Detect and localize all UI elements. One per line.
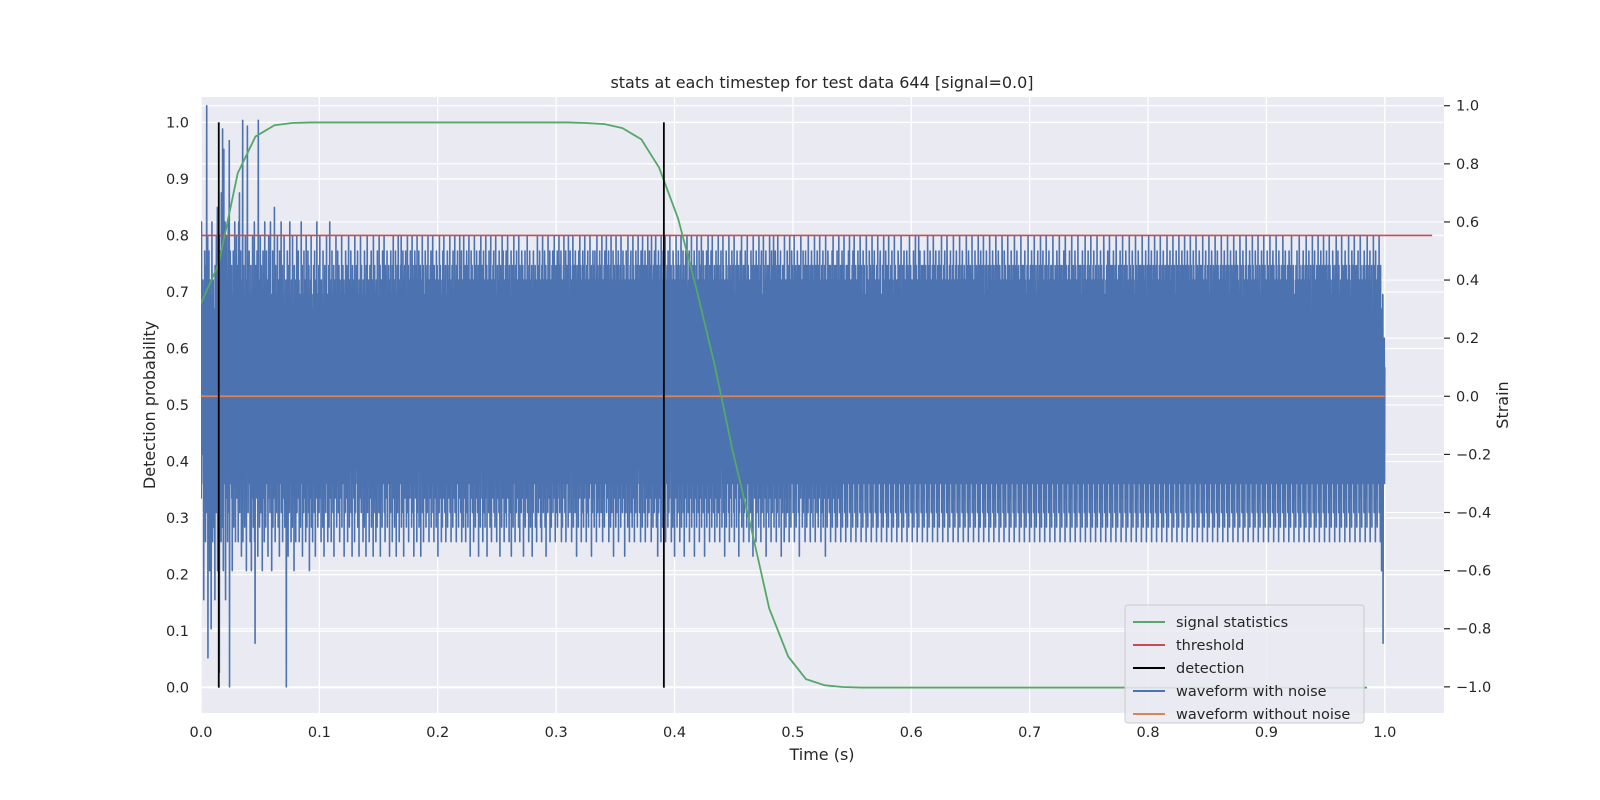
y-tick-label-left: 0.4 xyxy=(166,455,189,471)
x-tick-label: 0.8 xyxy=(1137,725,1160,741)
y-tick-label-right: 0.2 xyxy=(1456,331,1479,347)
chart-title: stats at each timestep for test data 644… xyxy=(610,73,1033,92)
x-axis-label: Time (s) xyxy=(788,745,854,764)
x-tick-label: 0.0 xyxy=(189,725,212,741)
y-tick-label-right: 1.0 xyxy=(1456,99,1479,115)
y-tick-label-left: 0.2 xyxy=(166,568,189,584)
x-tick-label: 0.7 xyxy=(1018,725,1041,741)
y-tick-label-left: 0.9 xyxy=(166,172,189,188)
x-tick-label: 1.0 xyxy=(1373,725,1396,741)
legend-entry: signal statistics xyxy=(1176,615,1288,631)
series-waveform-with-noise xyxy=(201,104,1386,688)
legend-entry: waveform without noise xyxy=(1176,707,1350,723)
y-axis-label-left: Detection probability xyxy=(140,321,159,489)
x-tick-label: 0.2 xyxy=(426,725,449,741)
y-tick-label-left: 0.1 xyxy=(166,624,189,640)
y-tick-label-left: 1.0 xyxy=(166,115,189,131)
x-tick-label: 0.9 xyxy=(1255,725,1278,741)
legend-entry: detection xyxy=(1176,661,1244,677)
y-tick-label-left: 0.3 xyxy=(166,511,189,527)
y-tick-label-right: 0.4 xyxy=(1456,273,1479,289)
x-tick-label: 0.4 xyxy=(663,725,686,741)
x-tick-label: 0.1 xyxy=(308,725,331,741)
y-tick-label-right: 0.0 xyxy=(1456,389,1479,405)
y-tick-label-right: 0.8 xyxy=(1456,157,1479,173)
x-tick-label: 0.6 xyxy=(900,725,923,741)
y-tick-label-right: 0.6 xyxy=(1456,215,1479,231)
y-tick-label-left: 0.5 xyxy=(166,398,189,414)
y-tick-label-left: 0.7 xyxy=(166,285,189,301)
legend-entry: waveform with noise xyxy=(1176,684,1327,700)
y-tick-label-left: 0.6 xyxy=(166,341,189,357)
y-tick-label-right: −0.6 xyxy=(1456,564,1491,580)
legend-entry: threshold xyxy=(1176,638,1244,654)
y-tick-label-right: −0.2 xyxy=(1456,447,1491,463)
plot-area xyxy=(201,104,1433,689)
y-tick-label-left: 0.8 xyxy=(166,228,189,244)
legend: signal statistics threshold detection wavef… xyxy=(1124,604,1365,724)
y-tick-label-right: −0.4 xyxy=(1456,506,1491,522)
axes: 0.0 0.1 0.2 0.3 0.4 0.5 0.6 0.7 0.8 0.9 1.0 0.0 0.1 0… xyxy=(166,99,1491,741)
legend-box xyxy=(1124,604,1365,724)
x-tick-label: 0.5 xyxy=(781,725,804,741)
x-tick-label: 0.3 xyxy=(545,725,568,741)
y-tick-label-right: −1.0 xyxy=(1456,680,1491,696)
y-tick-label-left: 0.0 xyxy=(166,681,189,697)
y-axis-label-right: Strain xyxy=(1493,381,1512,428)
y-tick-label-right: −0.8 xyxy=(1456,622,1491,638)
